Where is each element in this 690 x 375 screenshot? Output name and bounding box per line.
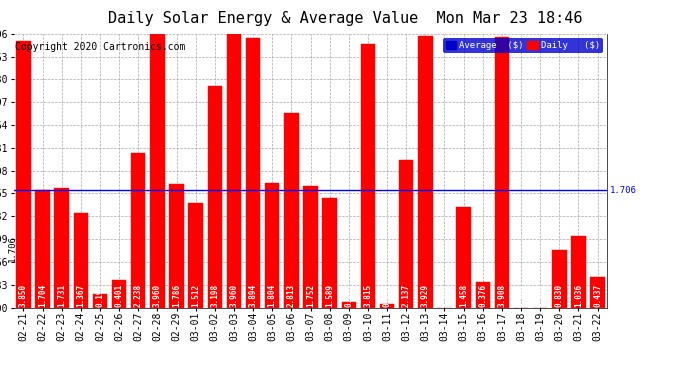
Bar [35, 190, 50, 308]
Bar [208, 86, 222, 308]
Bar [591, 277, 605, 308]
Text: Daily Solar Energy & Average Value  Mon Mar 23 18:46: Daily Solar Energy & Average Value Mon M… [108, 11, 582, 26]
Text: 1.367: 1.367 [77, 284, 86, 307]
Text: 0.191: 0.191 [95, 284, 104, 307]
Text: 0.075: 0.075 [344, 284, 353, 307]
Text: 2.137: 2.137 [402, 284, 411, 307]
Bar [150, 34, 164, 308]
Bar [284, 113, 299, 308]
Text: 1.704: 1.704 [38, 284, 47, 307]
Bar [246, 38, 260, 308]
Bar [552, 250, 566, 307]
Text: 0.376: 0.376 [478, 284, 487, 307]
Bar [457, 207, 471, 308]
Text: 0.830: 0.830 [555, 284, 564, 307]
Text: 3.815: 3.815 [364, 284, 373, 307]
Text: 3.894: 3.894 [248, 284, 257, 307]
Text: 1.752: 1.752 [306, 284, 315, 307]
Text: 1.458: 1.458 [459, 284, 468, 307]
Text: 2.813: 2.813 [287, 284, 296, 307]
Bar [188, 203, 203, 308]
Bar [55, 188, 69, 308]
Text: 2.238: 2.238 [134, 284, 143, 307]
Bar [322, 198, 337, 308]
Text: 1.706: 1.706 [8, 235, 17, 262]
Bar [380, 304, 394, 307]
Text: 3.908: 3.908 [497, 284, 506, 307]
Text: 1.512: 1.512 [191, 284, 200, 307]
Text: Copyright 2020 Cartronics.com: Copyright 2020 Cartronics.com [15, 42, 186, 52]
Bar [361, 44, 375, 308]
Text: 3.929: 3.929 [421, 284, 430, 307]
Text: 3.960: 3.960 [153, 284, 162, 307]
Bar [16, 41, 30, 308]
Bar [74, 213, 88, 308]
Bar [418, 36, 433, 308]
Text: 0.000: 0.000 [440, 284, 449, 307]
Bar [399, 160, 413, 308]
Bar [571, 236, 586, 308]
Text: 0.000: 0.000 [517, 284, 526, 307]
Bar [304, 186, 317, 308]
Bar [495, 38, 509, 308]
Text: 3.850: 3.850 [19, 284, 28, 307]
Bar [112, 280, 126, 308]
Bar [265, 183, 279, 308]
Text: 0.401: 0.401 [115, 284, 124, 307]
Text: 0.049: 0.049 [382, 284, 391, 307]
Text: 1.804: 1.804 [268, 284, 277, 307]
Text: 0.000: 0.000 [535, 284, 544, 307]
Bar [475, 282, 490, 308]
Text: 1.036: 1.036 [574, 284, 583, 307]
Bar [169, 184, 184, 308]
Text: 1.731: 1.731 [57, 284, 66, 307]
Bar [131, 153, 146, 308]
Legend: Average  ($), Daily   ($): Average ($), Daily ($) [443, 38, 602, 53]
Text: 3.198: 3.198 [210, 284, 219, 307]
Text: 1.589: 1.589 [325, 284, 334, 307]
Text: 0.437: 0.437 [593, 284, 602, 307]
Text: 1.786: 1.786 [172, 284, 181, 307]
Bar [342, 302, 356, 307]
Bar [227, 34, 241, 308]
Text: 3.960: 3.960 [230, 284, 239, 307]
Bar [92, 294, 107, 307]
